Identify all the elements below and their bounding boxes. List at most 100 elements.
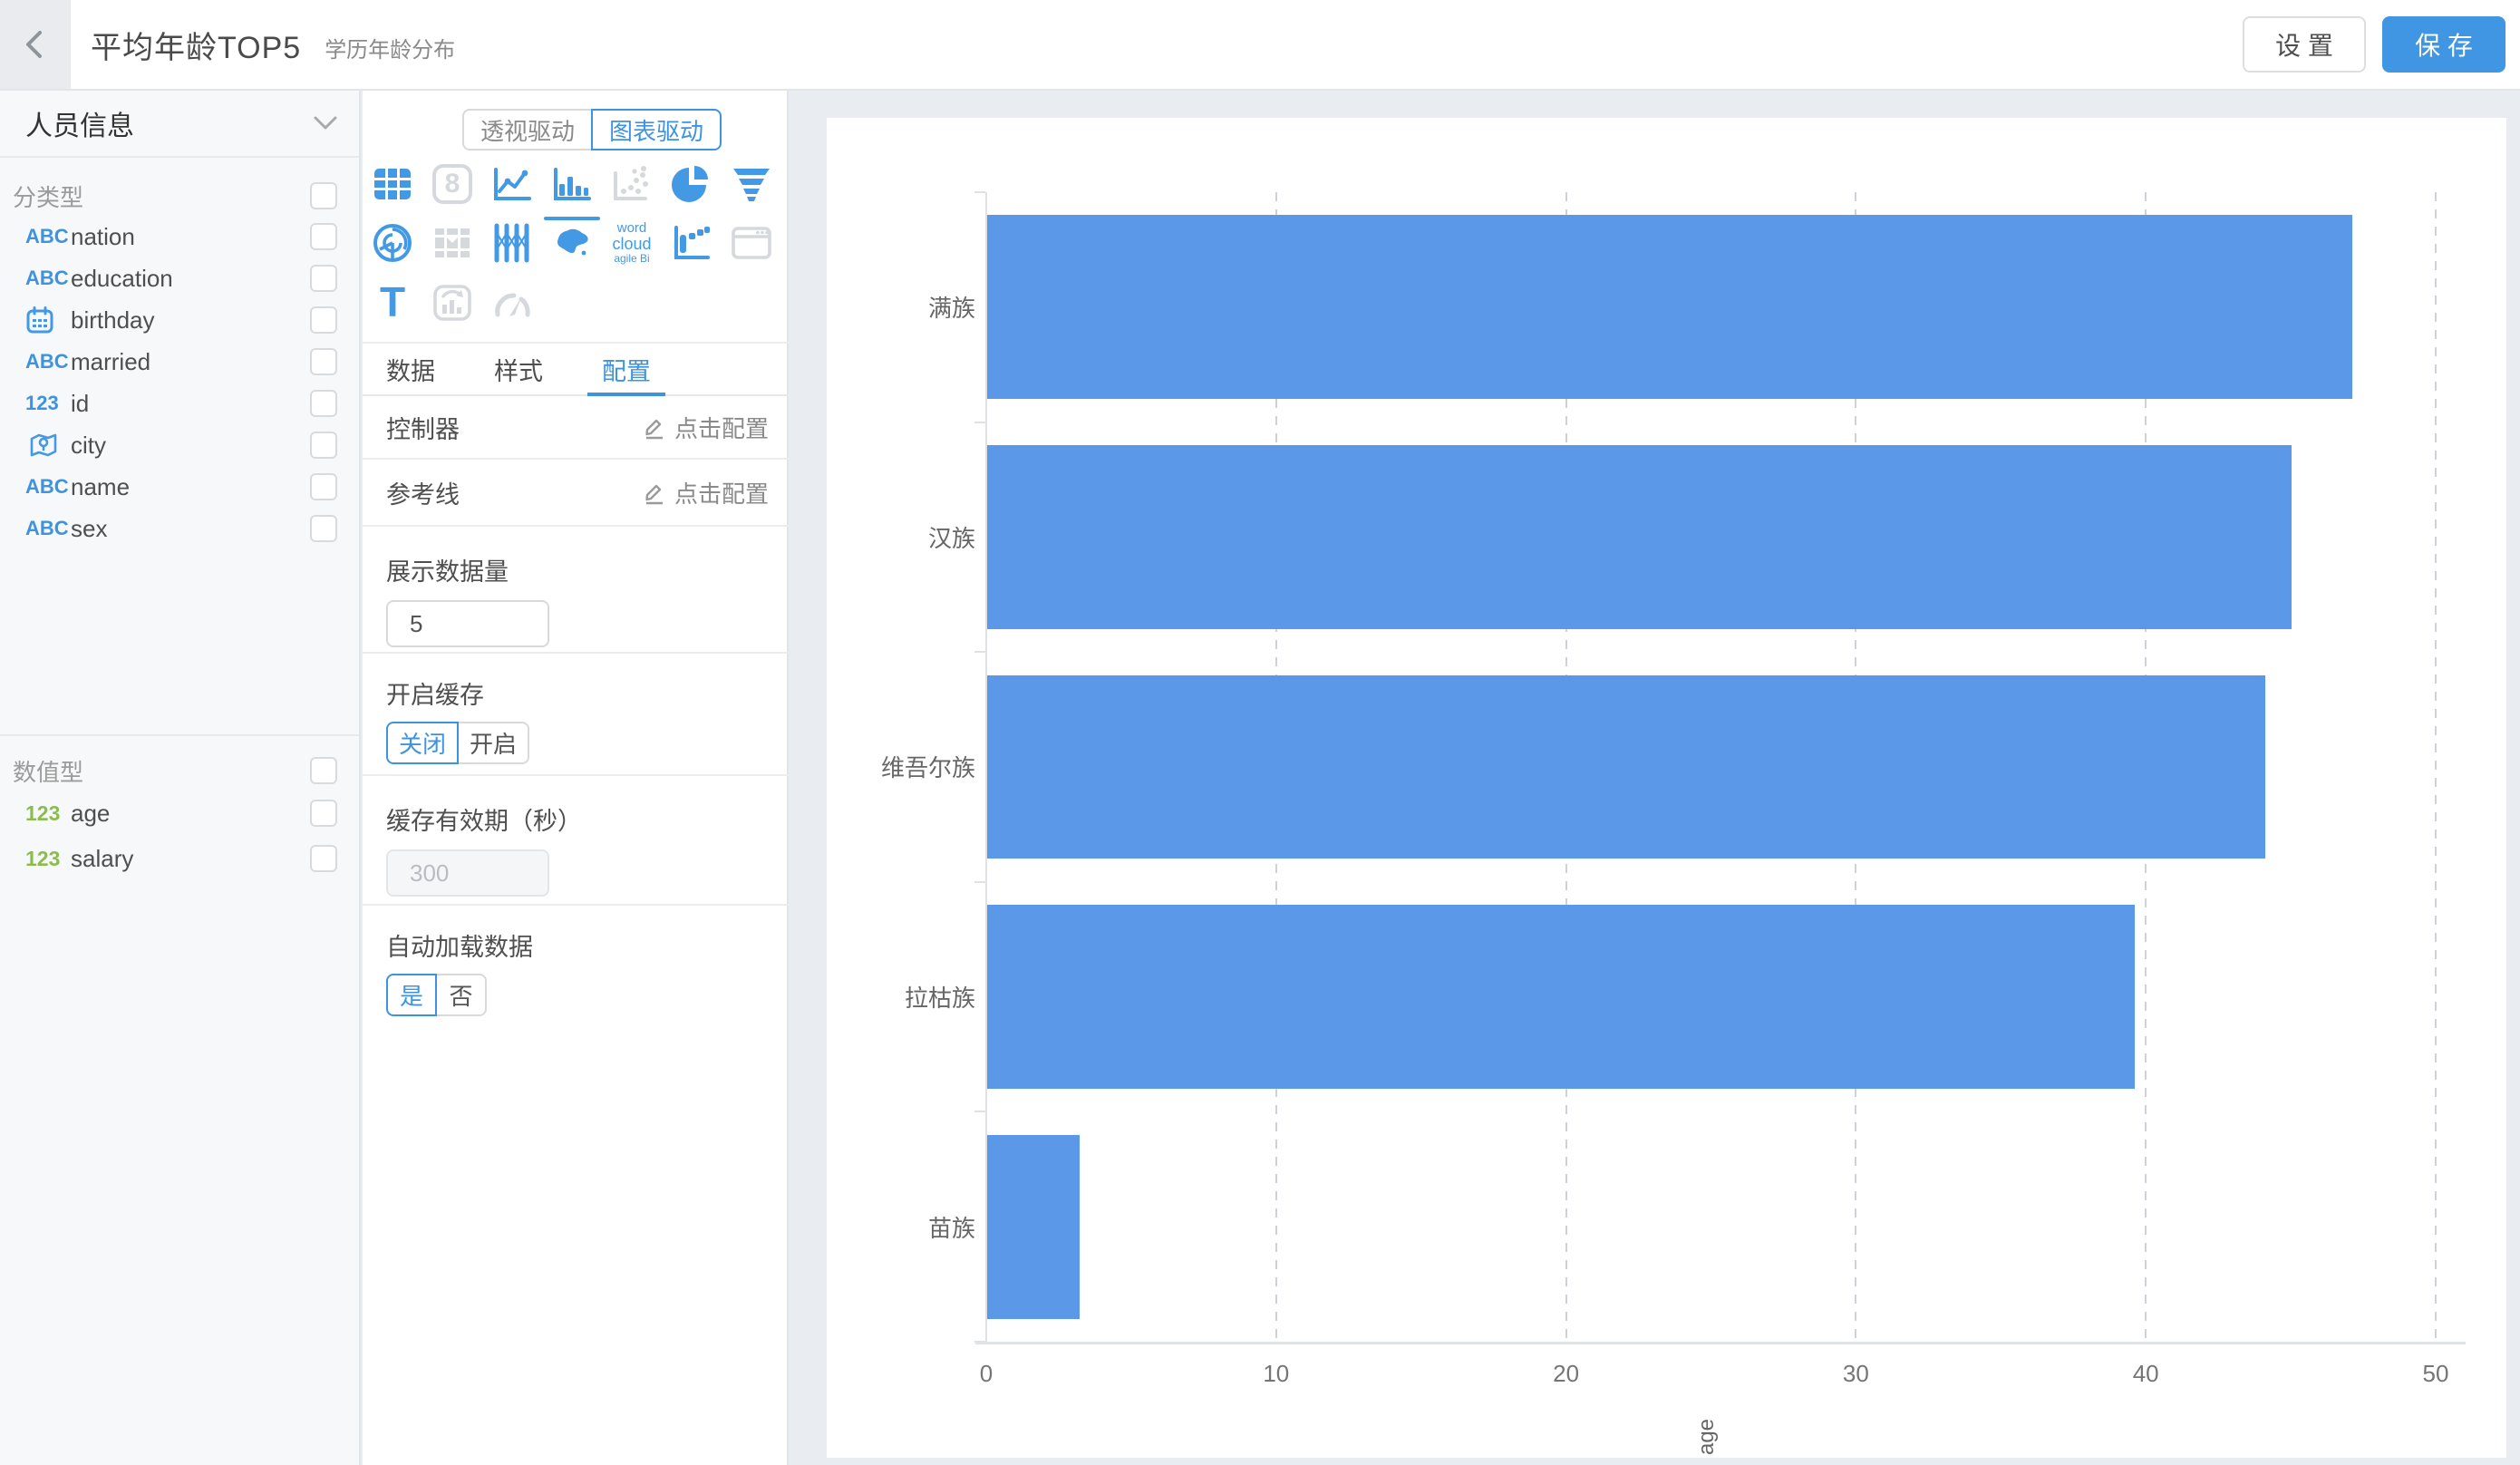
y-axis-tick [974, 651, 985, 654]
display-count-label: 展示数据量 [386, 558, 509, 586]
chart-type-line-chart-icon[interactable] [482, 154, 542, 213]
field-married[interactable]: ABC married [0, 341, 359, 383]
x-axis-line [975, 1342, 2466, 1344]
chart-type-waterfall-icon[interactable] [662, 213, 722, 272]
display-count-section: 展示数据量 5 [363, 527, 789, 654]
checkbox-salary[interactable] [310, 845, 337, 872]
checkbox-id[interactable] [310, 390, 337, 417]
checkbox-sex[interactable] [310, 515, 337, 542]
checkbox-group-numeric[interactable] [310, 757, 337, 784]
tab-data[interactable]: 数据 [386, 357, 435, 385]
field-education[interactable]: ABC education [0, 257, 359, 299]
mode-chart-drive[interactable]: 图表驱动 [591, 109, 722, 150]
controller-label: 控制器 [386, 415, 460, 443]
reference-line-configure-link[interactable]: 点击配置 [642, 476, 769, 509]
x-tick-label-0: 0 [979, 1360, 993, 1387]
chart-type-pie-chart-icon[interactable] [662, 154, 722, 213]
checkbox-age[interactable] [310, 800, 337, 827]
field-salary[interactable]: 123 salary [0, 836, 359, 881]
page-title: 平均年龄TOP5 [91, 30, 302, 65]
number-type-icon: 123 [25, 392, 59, 414]
field-city[interactable]: city [0, 424, 359, 466]
category-label-满族: 满族 [927, 295, 975, 323]
gridline-50 [2435, 192, 2437, 1342]
chart-type-indicator-card-icon[interactable] [422, 272, 482, 331]
chart-type-scatter-icon[interactable] [602, 154, 662, 213]
controller-configure-link[interactable]: 点击配置 [642, 411, 769, 444]
chart-type-china-map-icon[interactable] [542, 213, 602, 272]
field-name[interactable]: ABC name [0, 466, 359, 508]
x-tick-label-10: 10 [1263, 1360, 1290, 1387]
field-label: education [71, 264, 173, 292]
sidebar-divider [0, 734, 359, 736]
chart-type-funnel-icon[interactable] [722, 154, 781, 213]
mode-pivot-drive[interactable]: 透视驱动 [462, 109, 592, 150]
bar-维吾尔族[interactable] [987, 674, 2266, 859]
field-birthday[interactable]: birthday [0, 299, 359, 341]
chart-type-iframe-icon[interactable] [722, 213, 781, 272]
number-type-icon: 123 [25, 846, 61, 870]
display-count-input[interactable]: 5 [386, 600, 549, 647]
checkbox-city[interactable] [310, 432, 337, 459]
cache-off-option[interactable]: 关闭 [386, 722, 459, 764]
config-tabs: 数据 样式 配置 [363, 342, 789, 396]
x-tick-label-20: 20 [1553, 1360, 1580, 1387]
checkbox-group-categorical[interactable] [310, 182, 337, 209]
page-subtitle: 学历年龄分布 [325, 37, 456, 63]
settings-button[interactable]: 设 置 [2243, 16, 2366, 73]
cache-label: 开启缓存 [386, 682, 484, 709]
dataset-name: 人员信息 [25, 112, 134, 141]
checkbox-married[interactable] [310, 348, 337, 375]
reference-line-label: 参考线 [386, 480, 460, 509]
y-axis-tick [974, 191, 985, 193]
word-cloud-text: word cloud agile Bi [612, 219, 652, 265]
group-title-categorical: 分类型 [0, 176, 359, 216]
category-label-汉族: 汉族 [927, 524, 975, 552]
field-label: sex [71, 514, 108, 542]
chart-type-text-icon[interactable]: T [379, 277, 406, 325]
x-tick-label-40: 40 [2132, 1360, 2159, 1387]
save-button[interactable]: 保 存 [2382, 16, 2505, 73]
back-button[interactable] [0, 0, 71, 89]
autoload-label: 自动加载数据 [386, 934, 533, 961]
x-axis-title: age [1693, 1418, 1719, 1456]
checkbox-birthday[interactable] [310, 306, 337, 334]
autoload-no-option[interactable]: 否 [437, 974, 487, 1016]
field-id[interactable]: 123 id [0, 383, 359, 424]
cache-on-option[interactable]: 开启 [459, 722, 529, 764]
x-tick-label-50: 50 [2422, 1360, 2449, 1387]
checkbox-nation[interactable] [310, 223, 337, 250]
group-title-numeric: 数值型 [0, 751, 359, 791]
string-type-icon: ABC [25, 475, 69, 498]
dataset-header[interactable]: 人员信息 [0, 91, 359, 158]
field-nation[interactable]: ABC nation [0, 216, 359, 257]
chart-type-gauge-icon[interactable] [482, 272, 542, 331]
cache-ttl-input[interactable]: 300 [386, 849, 549, 897]
tab-config[interactable]: 配置 [587, 344, 665, 396]
chart-preview-card: 0 10 20 30 40 50 满族 汉族 维吾尔族 拉枯族 苗族 age [827, 118, 2506, 1458]
x-tick-label-30: 30 [1842, 1360, 1869, 1387]
tab-style[interactable]: 样式 [494, 357, 543, 385]
edit-pencil-icon [645, 419, 663, 440]
chart-type-bar-chart-icon[interactable] [542, 154, 602, 220]
checkbox-education[interactable] [310, 265, 337, 292]
chart-type-parallel-icon[interactable] [482, 213, 542, 272]
chart-type-word-cloud-icon[interactable]: word cloud agile Bi [602, 213, 662, 272]
string-type-icon: ABC [25, 267, 69, 289]
bar-满族[interactable] [987, 215, 2353, 400]
category-label-拉枯族: 拉枯族 [904, 985, 975, 1013]
chart-type-kpi-card-icon[interactable]: 8 [422, 154, 482, 213]
chart-type-radar-icon[interactable] [363, 213, 422, 272]
bar-苗族[interactable] [987, 1134, 1081, 1319]
chart-type-table-icon[interactable] [363, 154, 422, 213]
checkbox-name[interactable] [310, 473, 337, 500]
autoload-yes-option[interactable]: 是 [386, 974, 437, 1016]
bar-拉枯族[interactable] [987, 905, 2136, 1090]
field-label: nation [71, 222, 135, 250]
cache-toggle: 关闭 开启 [386, 722, 769, 764]
chart-type-crosstab-icon[interactable] [422, 213, 482, 272]
bar-汉族[interactable] [987, 444, 2292, 629]
field-sex[interactable]: ABC sex [0, 508, 359, 549]
field-age[interactable]: 123 age [0, 791, 359, 836]
field-label: birthday [71, 306, 155, 334]
